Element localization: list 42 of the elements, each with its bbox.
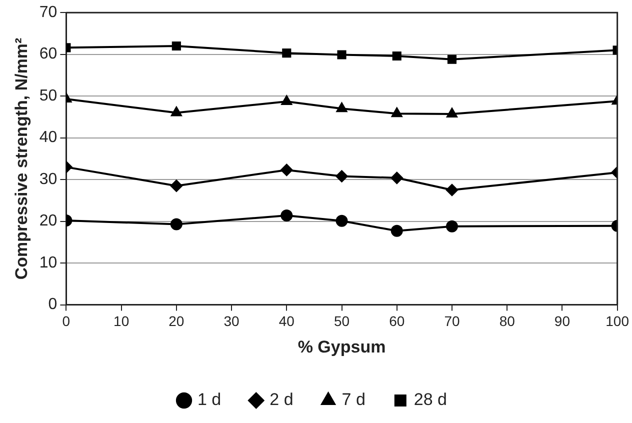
legend-label: 7 d xyxy=(342,390,366,410)
y-tick-label: 60 xyxy=(39,46,58,63)
x-axis-title: % Gypsum xyxy=(298,337,386,356)
y-tick-label: 30 xyxy=(39,170,58,188)
x-tick-label: 20 xyxy=(168,313,184,330)
x-tick-label: 10 xyxy=(114,313,130,330)
point xyxy=(446,184,458,196)
x-tick-label: 30 xyxy=(224,313,240,330)
x-tick-label: 100 xyxy=(606,313,630,330)
x-tick-label: 0 xyxy=(62,313,70,330)
x-tick-label: 50 xyxy=(334,313,350,330)
y-tick-label: 40 xyxy=(39,129,58,146)
x-tick-label: 70 xyxy=(444,313,460,330)
y-tick-label: 50 xyxy=(39,87,58,104)
point xyxy=(282,48,292,58)
x-tick-label: 90 xyxy=(554,313,570,330)
x-tick-label: 40 xyxy=(278,313,295,330)
point xyxy=(447,54,457,64)
x-tick-label: 80 xyxy=(499,313,516,330)
y-axis-title: Compressive strength, N/mm² xyxy=(12,37,31,280)
point xyxy=(337,50,346,60)
point xyxy=(280,209,293,222)
point xyxy=(446,108,458,118)
point xyxy=(336,102,348,112)
y-tick-label: 20 xyxy=(39,212,58,230)
legend-label: 2 d xyxy=(270,390,294,410)
point xyxy=(446,220,458,232)
point xyxy=(390,224,403,237)
point xyxy=(392,108,402,118)
point xyxy=(336,214,348,227)
y-tick-label: 70 xyxy=(39,4,58,22)
y-tick-label: 0 xyxy=(48,296,58,314)
x-tick-label: 60 xyxy=(389,313,405,330)
legend-label: 28 d xyxy=(414,390,447,410)
point xyxy=(390,172,403,184)
point xyxy=(392,51,402,61)
point xyxy=(336,170,348,182)
legend-label: 1 d xyxy=(198,390,222,410)
point xyxy=(171,106,182,116)
y-tick-label: 10 xyxy=(39,254,58,272)
point xyxy=(281,96,292,106)
point xyxy=(280,164,293,176)
